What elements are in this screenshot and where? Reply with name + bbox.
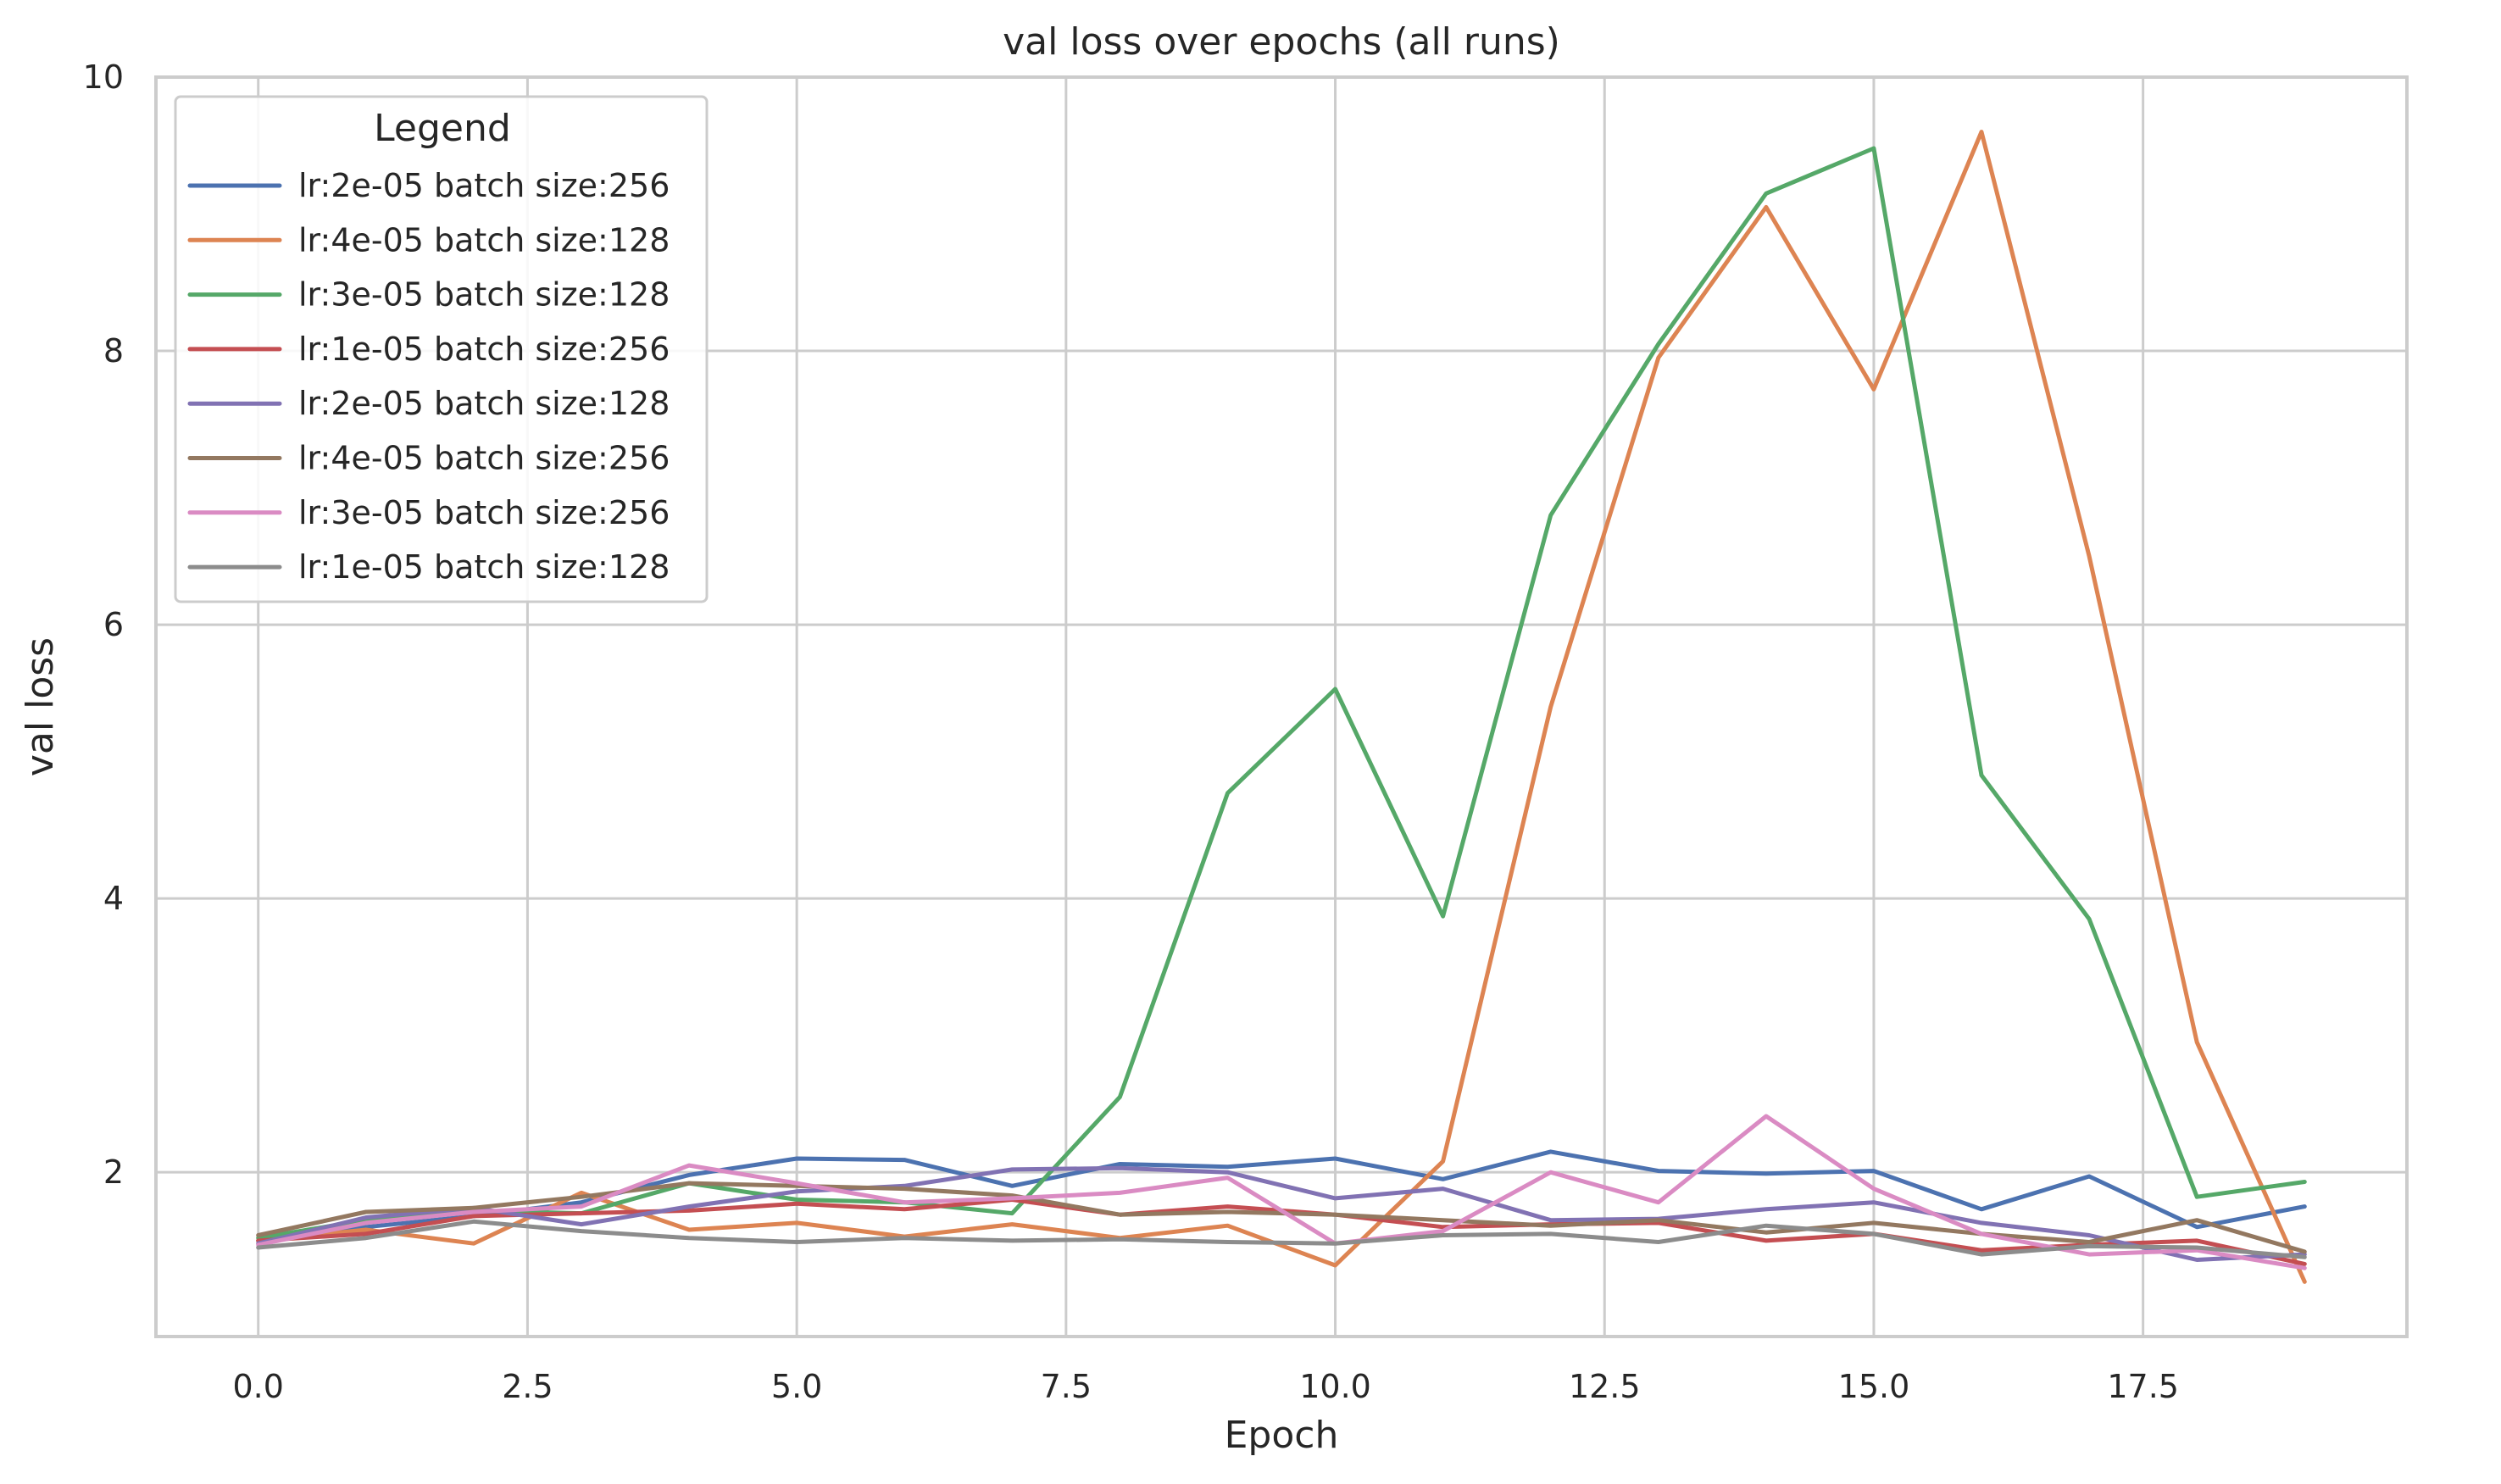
legend-entry-label: lr:4e-05 batch size:128: [298, 221, 670, 258]
x-tick-label: 17.5: [2107, 1368, 2179, 1405]
x-tick-label: 10.0: [1299, 1368, 1371, 1405]
series-group: [256, 130, 2307, 1284]
tick-labels: 0.0 2.5 5.0 7.5 10.0 12.5 15.0 17.5 2 4 6 8 10: [83, 58, 2179, 1405]
legend: Legend lr:2e-05 batch size:256 lr:4e-05 b…: [174, 95, 709, 603]
series-line-3: [256, 146, 2307, 1241]
y-tick-label: 4: [103, 880, 124, 917]
y-tick-label: 2: [103, 1153, 124, 1191]
x-axis-title: Epoch: [1225, 1414, 1339, 1457]
series-line-8: [256, 1219, 2307, 1259]
series-line-6: [256, 1181, 2307, 1254]
x-tick-label: 0.0: [233, 1368, 284, 1405]
x-tick-label: 12.5: [1569, 1368, 1641, 1405]
y-axis-title: val loss: [19, 637, 62, 776]
x-tick-label: 15.0: [1838, 1368, 1910, 1405]
x-tick-label: 2.5: [502, 1368, 553, 1405]
x-tick-label: 7.5: [1041, 1368, 1092, 1405]
grid: [156, 75, 2407, 1337]
legend-entry-label: lr:2e-05 batch size:256: [298, 167, 670, 204]
y-tick-label: 8: [103, 332, 124, 370]
legend-entry-label: lr:1e-05 batch size:128: [298, 548, 670, 586]
series-line-5: [256, 1165, 2307, 1262]
series-line-7: [256, 1114, 2307, 1270]
chart-title: val loss over epochs (all runs): [1003, 20, 1560, 64]
y-tick-label: 6: [103, 606, 124, 643]
legend-title: Legend: [374, 107, 511, 150]
legend-entry-label: lr:1e-05 batch size:256: [298, 331, 670, 368]
legend-entry-label: lr:3e-05 batch size:128: [298, 276, 670, 314]
plot-frame: [154, 75, 2409, 1338]
x-tick-label: 5.0: [771, 1368, 822, 1405]
legend-box: [174, 95, 709, 603]
legend-entry-label: lr:3e-05 batch size:256: [298, 494, 670, 531]
legend-entry-label: lr:4e-05 batch size:256: [298, 440, 670, 477]
legend-entry-label: lr:2e-05 batch size:128: [298, 385, 670, 422]
y-tick-label: 10: [83, 58, 124, 96]
legend-items: lr:2e-05 batch size:256 lr:4e-05 batch si…: [187, 167, 670, 586]
